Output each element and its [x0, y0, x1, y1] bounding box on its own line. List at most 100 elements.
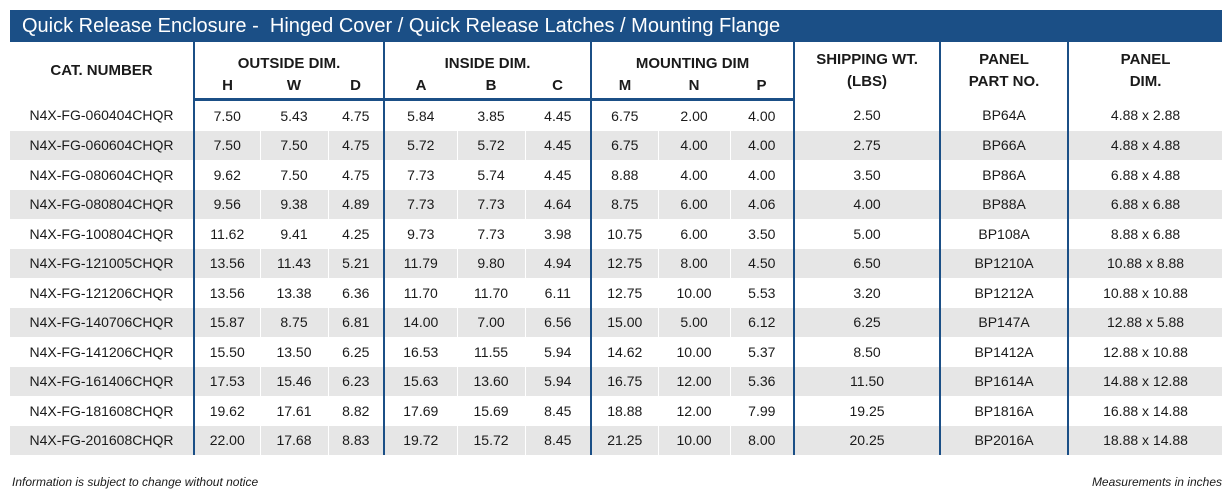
cell-mounting-p: 4.00: [729, 130, 795, 160]
cell-mounting-n: 4.00: [657, 160, 731, 190]
cell-panel-part-no: BP1412A: [939, 337, 1069, 367]
cell-shipping-wt: 4.00: [793, 189, 941, 219]
col-header-panel-part-no: PANEL PART NO.: [939, 42, 1069, 100]
cell-outside-w: 9.41: [259, 219, 328, 249]
cell-mounting-n: 12.00: [657, 366, 731, 396]
cell-shipping-wt: 3.50: [793, 160, 941, 190]
cell-panel-dim: 18.88 x 14.88: [1067, 425, 1223, 455]
col-group-outside-dim: OUTSIDE DIM.: [192, 42, 385, 72]
cell-inside-a: 17.69: [383, 396, 458, 426]
cell-cat-number: N4X-FG-201608CHQR: [10, 425, 194, 455]
cell-cat-number: N4X-FG-121005CHQR: [10, 248, 194, 278]
cell-mounting-p: 4.00: [729, 99, 795, 131]
cell-inside-a: 11.70: [383, 278, 458, 308]
cell-panel-dim: 16.88 x 14.88: [1067, 396, 1223, 426]
cell-mounting-p: 8.00: [729, 425, 795, 455]
cell-outside-w: 7.50: [259, 130, 328, 160]
cell-outside-h: 13.56: [193, 278, 260, 308]
cell-mounting-n: 10.00: [657, 337, 731, 367]
table-row: N4X-FG-080804CHQR 9.56 9.38 4.89 7.73 7.73 4.6…: [10, 189, 1223, 219]
cell-outside-d: 4.89: [327, 189, 385, 219]
cell-shipping-wt: 2.50: [793, 99, 941, 131]
cell-panel-dim: 10.88 x 8.88: [1067, 248, 1223, 278]
cell-inside-a: 7.73: [383, 160, 458, 190]
table-row: N4X-FG-181608CHQR 19.62 17.61 8.82 17.69 15.6…: [10, 396, 1223, 426]
cell-panel-part-no: BP66A: [939, 130, 1069, 160]
cell-outside-h: 22.00: [193, 425, 260, 455]
cell-cat-number: N4X-FG-080604CHQR: [29, 166, 174, 183]
cell-outside-h: 9.62: [193, 160, 260, 190]
cell-inside-b: 7.73: [456, 189, 526, 219]
col-header-a: A: [383, 72, 458, 101]
cell-mounting-n: 6.00: [657, 189, 731, 219]
cell-outside-w: 7.50: [259, 160, 328, 190]
cell-cat-number: N4X-FG-140706CHQR: [10, 307, 194, 337]
table-row: N4X-FG-080604CHQR 9.62 7.50 4.75 7.73 5.74 4.4…: [10, 160, 1223, 190]
cell-outside-d: 6.25: [327, 337, 385, 367]
cell-outside-h: 17.53: [193, 366, 260, 396]
table-row: N4X-FG-201608CHQR 22.00 17.68 8.83 19.72 15.7…: [10, 425, 1223, 455]
table-row: N4X-FG-121206CHQR 13.56 13.38 6.36 11.70 11.7…: [10, 278, 1223, 308]
cell-mounting-n: 6.00: [657, 219, 731, 249]
col-header-shipping-wt: SHIPPING WT. (LBS): [793, 42, 941, 100]
cell-outside-h: 15.87: [193, 307, 260, 337]
cell-inside-c: 4.45: [524, 99, 592, 131]
cell-mounting-m: 18.88: [590, 396, 659, 426]
cell-panel-dim: 10.88 x 10.88: [1067, 278, 1223, 308]
table-title-banner: Quick Release Enclosure - Hinged Cover /…: [10, 10, 1222, 42]
col-header-panel-dim: PANEL DIM.: [1067, 42, 1223, 100]
cell-shipping-wt: 2.75: [793, 130, 941, 160]
col-header-cat-number: CAT. NUMBER: [50, 61, 153, 79]
cell-outside-w: 17.61: [259, 396, 328, 426]
cell-inside-a: 16.53: [383, 337, 458, 367]
cell-outside-w: 15.46: [259, 366, 328, 396]
cell-inside-b: 9.80: [456, 248, 526, 278]
cell-inside-b: 3.85: [456, 99, 526, 131]
cell-outside-w: 13.50: [259, 337, 328, 367]
cell-mounting-p: 7.99: [729, 396, 795, 426]
cell-mounting-p: 5.37: [729, 337, 795, 367]
cell-shipping-wt: 5.00: [793, 219, 941, 249]
col-header-m: M: [590, 72, 659, 101]
cell-cat-number: N4X-FG-141206CHQR: [29, 343, 174, 360]
cell-panel-part-no: BP1816A: [939, 396, 1069, 426]
cell-inside-b: 13.60: [456, 366, 526, 396]
cell-cat-number: N4X-FG-060604CHQR: [10, 130, 194, 160]
table-row: N4X-FG-161406CHQR 17.53 15.46 6.23 15.63 13.6…: [10, 366, 1223, 396]
cell-inside-b: 15.72: [456, 425, 526, 455]
cell-inside-c: 6.11: [524, 278, 592, 308]
cell-shipping-wt: 8.50: [793, 337, 941, 367]
specs-table: CAT. NUMBER OUTSIDE DIM. INSIDE DIM. MOU…: [10, 42, 1223, 455]
cell-panel-dim: 6.88 x 6.88: [1067, 189, 1223, 219]
cell-outside-w: 13.38: [259, 278, 328, 308]
cell-inside-c: 4.45: [524, 130, 592, 160]
cell-inside-b: 11.70: [456, 278, 526, 308]
cell-outside-d: 4.75: [327, 160, 385, 190]
panel-part-label-1: PANEL: [979, 50, 1029, 68]
cell-panel-part-no: BP108A: [939, 219, 1069, 249]
cell-outside-d: 6.23: [327, 366, 385, 396]
cell-inside-a: 5.72: [383, 130, 458, 160]
cell-mounting-p: 4.00: [729, 160, 795, 190]
cell-shipping-wt: 20.25: [793, 425, 941, 455]
cell-panel-part-no: BP88A: [939, 189, 1069, 219]
cell-panel-part-no: BP147A: [939, 307, 1069, 337]
cell-outside-w: 9.38: [259, 189, 328, 219]
table-row: N4X-FG-121005CHQR 13.56 11.43 5.21 11.79 9.80…: [10, 248, 1223, 278]
cell-mounting-m: 12.75: [590, 278, 659, 308]
shipping-wt-label: SHIPPING WT.: [816, 50, 918, 68]
cell-mounting-m: 12.75: [590, 248, 659, 278]
cell-inside-c: 4.45: [524, 160, 592, 190]
cell-outside-w: 8.75: [259, 307, 328, 337]
cell-inside-a: 5.84: [383, 99, 458, 131]
cell-outside-h: 7.50: [193, 99, 260, 131]
units-note: Measurements in inches: [1091, 475, 1222, 489]
cell-inside-a: 7.73: [383, 189, 458, 219]
cell-mounting-m: 10.75: [590, 219, 659, 249]
cell-outside-w: 5.43: [259, 99, 328, 131]
cell-mounting-n: 10.00: [657, 278, 731, 308]
cell-inside-a: 19.72: [383, 425, 458, 455]
cell-outside-h: 15.50: [193, 337, 260, 367]
cell-inside-a: 9.73: [383, 219, 458, 249]
table-row: N4X-FG-100804CHQR 11.62 9.41 4.25 9.73 7.73 3.…: [10, 219, 1223, 249]
